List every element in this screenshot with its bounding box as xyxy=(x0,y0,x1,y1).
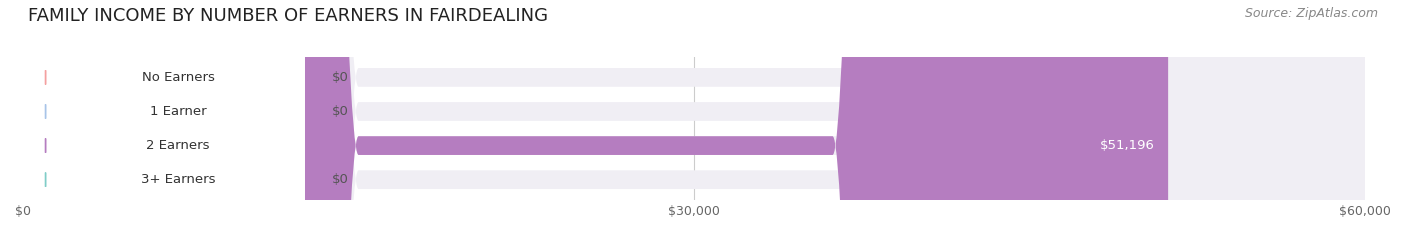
Text: FAMILY INCOME BY NUMBER OF EARNERS IN FAIRDEALING: FAMILY INCOME BY NUMBER OF EARNERS IN FA… xyxy=(28,7,548,25)
Text: No Earners: No Earners xyxy=(142,71,215,84)
Text: $0: $0 xyxy=(332,105,349,118)
FancyBboxPatch shape xyxy=(22,0,1168,233)
Text: 2 Earners: 2 Earners xyxy=(146,139,209,152)
FancyBboxPatch shape xyxy=(22,0,1365,233)
FancyBboxPatch shape xyxy=(22,0,305,233)
Text: $0: $0 xyxy=(332,71,349,84)
Text: $0: $0 xyxy=(332,173,349,186)
Text: Source: ZipAtlas.com: Source: ZipAtlas.com xyxy=(1244,7,1378,20)
FancyBboxPatch shape xyxy=(22,0,305,233)
FancyBboxPatch shape xyxy=(22,0,1365,233)
FancyBboxPatch shape xyxy=(22,0,305,233)
FancyBboxPatch shape xyxy=(22,0,1365,233)
Text: 3+ Earners: 3+ Earners xyxy=(141,173,215,186)
Text: $51,196: $51,196 xyxy=(1099,139,1154,152)
Text: 1 Earner: 1 Earner xyxy=(149,105,207,118)
FancyBboxPatch shape xyxy=(22,0,305,233)
FancyBboxPatch shape xyxy=(22,0,1365,233)
